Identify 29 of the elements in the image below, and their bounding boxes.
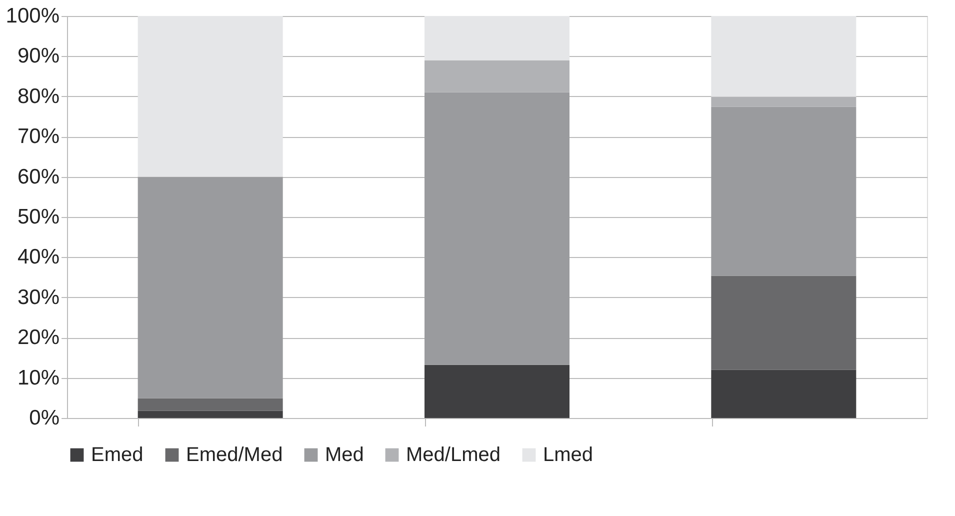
legend-label: Med/Lmed xyxy=(406,444,500,466)
bar xyxy=(138,410,283,418)
legend-label: Emed/Med xyxy=(186,444,283,466)
y-tick-label: 20% xyxy=(17,326,60,350)
bar xyxy=(424,92,570,365)
legend-label: Lmed xyxy=(543,444,594,466)
y-tick-label: 90% xyxy=(17,44,60,68)
y-tick-label: 40% xyxy=(17,246,60,269)
y-tick-label: 70% xyxy=(17,125,60,148)
y-tick-label: 80% xyxy=(17,84,60,108)
y-tick-label: 30% xyxy=(17,286,60,309)
bar xyxy=(138,176,283,398)
bar xyxy=(711,106,856,276)
legend-label: Emed xyxy=(91,444,144,466)
bar xyxy=(424,364,570,418)
y-tick-label: 60% xyxy=(17,165,60,188)
bar xyxy=(138,16,283,177)
bar xyxy=(711,96,856,107)
bar xyxy=(424,16,570,60)
y-tick-label: 10% xyxy=(17,366,60,390)
y-tick-label: 50% xyxy=(17,206,60,228)
bar xyxy=(424,60,570,92)
legend-label: Med xyxy=(325,444,364,466)
bar xyxy=(711,370,856,418)
bar xyxy=(711,16,856,97)
bar xyxy=(138,398,283,411)
y-tick-label: 100% xyxy=(6,4,60,28)
bar xyxy=(711,276,856,370)
y-tick-label: 0% xyxy=(29,406,60,430)
